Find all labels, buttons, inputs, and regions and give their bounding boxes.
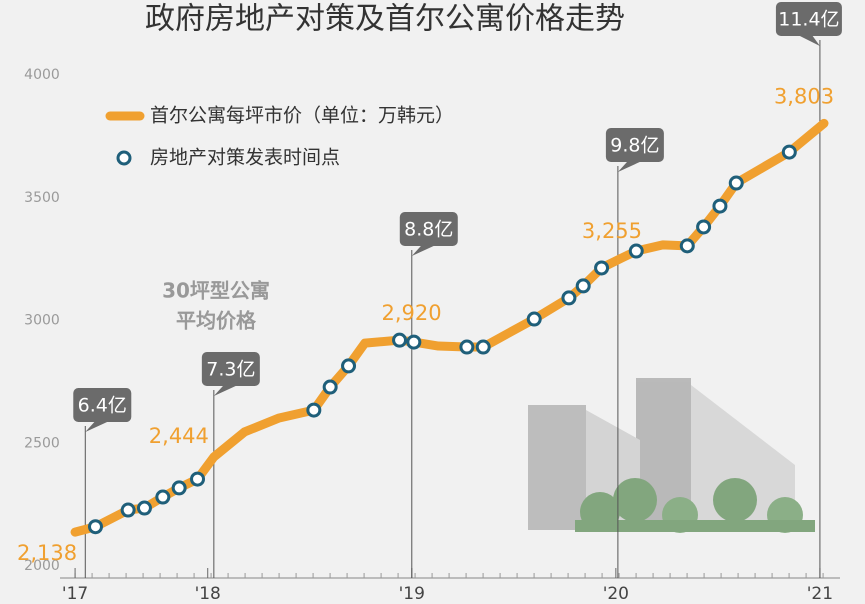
- callout-text: 8.8亿: [404, 219, 453, 241]
- policy-marker: [475, 339, 491, 355]
- policy-marker: [561, 290, 577, 306]
- callout-text: 9.8亿: [610, 135, 659, 157]
- policy-marker: [406, 334, 422, 350]
- y-tick-label: 4000: [24, 67, 60, 83]
- policy-marker: [171, 480, 187, 496]
- callout-pointer: [411, 245, 436, 256]
- note: 30坪型公寓: [162, 279, 270, 303]
- legend-label: 首尔公寓每坪市价（单位：万韩元）: [150, 105, 454, 127]
- policy-marker: [392, 332, 408, 348]
- x-tick-label: '19: [399, 584, 425, 604]
- y-tick-label: 3000: [24, 313, 60, 329]
- callout-box: [73, 388, 132, 422]
- policy-marker: [575, 278, 591, 294]
- policy-marker: [120, 502, 136, 518]
- policy-marker: [696, 219, 712, 235]
- policy-marker: [155, 489, 171, 505]
- value-label: 2,138: [17, 541, 77, 565]
- policy-marker: [87, 519, 103, 535]
- callout-pointer: [85, 421, 110, 432]
- value-label: 2,920: [381, 301, 441, 325]
- legend-swatch: [116, 150, 132, 166]
- y-tick-label: 2000: [24, 558, 60, 574]
- policy-marker: [459, 339, 475, 355]
- x-tick-label: '21: [807, 584, 833, 604]
- policy-marker: [628, 243, 644, 259]
- callout-text: 6.4亿: [78, 395, 127, 417]
- value-label: 3,803: [774, 84, 834, 108]
- policy-marker: [594, 260, 610, 276]
- policy-marker: [306, 402, 322, 418]
- policy-marker: [781, 144, 797, 160]
- policy-marker: [190, 471, 206, 487]
- callout-box: [399, 212, 458, 246]
- y-tick-label: 3500: [24, 190, 60, 206]
- callout-box: [775, 2, 842, 36]
- legend-label: 房地产对策发表时间点: [150, 147, 340, 169]
- policy-marker: [136, 500, 152, 516]
- policy-marker: [679, 238, 695, 254]
- x-tick-label: '18: [195, 584, 221, 604]
- callout-pointer: [617, 161, 642, 172]
- value-label: 2,444: [149, 424, 209, 448]
- policy-marker: [322, 379, 338, 395]
- policy-marker: [526, 311, 542, 327]
- callout-box: [605, 128, 664, 162]
- callout-pointer: [797, 35, 820, 46]
- buildings-illustration: [528, 378, 815, 533]
- policy-marker: [728, 175, 744, 191]
- note: 平均价格: [176, 309, 257, 333]
- x-tick-label: '17: [62, 584, 88, 604]
- callout-text: 11.4亿: [778, 9, 839, 31]
- callout-text: 7.3亿: [206, 359, 255, 381]
- chart-title: 政府房地产对策及首尔公寓价格走势: [145, 2, 625, 37]
- y-tick-label: 2500: [24, 435, 60, 451]
- callout-pointer: [213, 385, 238, 396]
- policy-marker: [712, 198, 728, 214]
- policy-marker: [341, 358, 357, 374]
- x-tick-label: '20: [603, 584, 629, 604]
- value-label: 3,255: [582, 219, 642, 243]
- callout-box: [201, 352, 260, 386]
